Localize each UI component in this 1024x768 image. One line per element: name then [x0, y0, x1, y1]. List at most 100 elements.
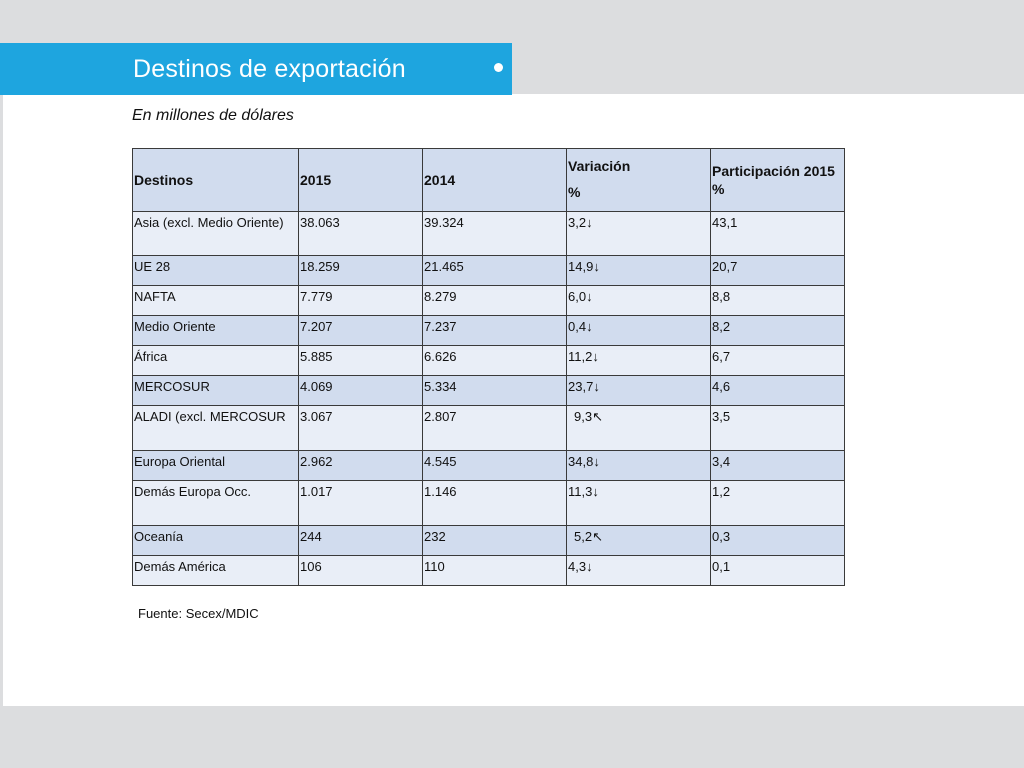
cell-variacion: 9,3↖: [566, 405, 711, 451]
cell-participacion: 8,8: [710, 285, 845, 316]
table-row: Demás Europa Occ. 1.017 1.146 11,3↓ 1,2: [132, 480, 845, 526]
cell-destino-text: MERCOSUR: [134, 379, 210, 394]
export-destinations-table: Destinos 2015 2014 Variación % Participa…: [132, 148, 845, 586]
cell-participacion-text: 6,7: [712, 349, 731, 364]
cell-participacion: 4,6: [710, 375, 845, 406]
cell-destino-text: Demás América: [134, 559, 226, 574]
cell-2015: 1.017: [298, 480, 423, 526]
cell-destino-text: ALADI (excl. MERCOSUR: [134, 409, 286, 424]
bullet-dot-icon: [494, 63, 503, 72]
cell-2015-text: 18.259: [300, 259, 340, 274]
cell-2014: 21.465: [422, 255, 567, 286]
cell-variacion: 3,2↓: [566, 211, 711, 256]
variation-value: 5,2: [574, 529, 593, 544]
cell-destino: Oceanía: [132, 525, 299, 556]
cell-2015: 7.207: [298, 315, 423, 346]
cell-2015-text: 7.207: [300, 319, 333, 334]
cell-2015-text: 106: [300, 559, 322, 574]
cell-2015: 38.063: [298, 211, 423, 256]
cell-2014: 1.146: [422, 480, 567, 526]
variation-value: 11,2: [568, 349, 593, 364]
variation-value: 6,0: [568, 289, 587, 304]
cell-variacion: 0,4↓: [566, 315, 711, 346]
cell-variacion: 34,8↓: [566, 450, 711, 481]
cell-participacion: 6,7: [710, 345, 845, 376]
cell-variacion: 11,2↓: [566, 345, 711, 376]
header-2014: 2014: [422, 148, 567, 212]
arrow-down-icon: ↓: [586, 215, 593, 230]
cell-2014-text: 39.324: [424, 215, 464, 230]
table-row: MERCOSUR 4.069 5.334 23,7↓ 4,6: [132, 375, 845, 406]
title-bar: [0, 43, 512, 95]
cell-destino: Demás Europa Occ.: [132, 480, 299, 526]
cell-variacion: 6,0↓: [566, 285, 711, 316]
variation-value: 11,3: [568, 484, 593, 499]
cell-2014-text: 5.334: [424, 379, 457, 394]
variation-value: 9,3: [574, 409, 593, 424]
cell-2014-text: 110: [424, 559, 445, 574]
arrow-up-left-icon: ↖: [592, 529, 603, 544]
cell-variacion: 4,3↓: [566, 555, 711, 586]
arrow-down-icon: ↓: [593, 454, 600, 469]
table-row: UE 28 18.259 21.465 14,9↓ 20,7: [132, 255, 845, 286]
cell-2014-text: 7.237: [424, 319, 457, 334]
arrow-down-icon: ↓: [592, 349, 599, 364]
cell-2015-text: 244: [300, 529, 322, 544]
header-destinos: Destinos: [132, 148, 299, 212]
source-note: Fuente: Secex/MDIC: [138, 606, 259, 621]
cell-participacion: 3,5: [710, 405, 845, 451]
cell-destino: África: [132, 345, 299, 376]
cell-2015-text: 3.067: [300, 409, 333, 424]
cell-variacion: 23,7↓: [566, 375, 711, 406]
cell-variacion: 5,2↖: [566, 525, 711, 556]
cell-2014: 6.626: [422, 345, 567, 376]
cell-participacion: 3,4: [710, 450, 845, 481]
table-row: Oceanía 244 232 5,2↖ 0,3: [132, 525, 845, 556]
cell-participacion: 0,1: [710, 555, 845, 586]
variation-value: 23,7: [568, 379, 594, 394]
cell-variacion: 14,9↓: [566, 255, 711, 286]
cell-destino: Medio Oriente: [132, 315, 299, 346]
table-row: NAFTA 7.779 8.279 6,0↓ 8,8: [132, 285, 845, 316]
page-title: Destinos de exportación: [133, 55, 406, 83]
header-variacion: Variación %: [566, 148, 711, 212]
cell-participacion-text: 3,5: [712, 409, 731, 424]
cell-2015-text: 1.017: [300, 484, 333, 499]
cell-participacion-text: 3,4: [712, 454, 731, 469]
cell-2015: 2.962: [298, 450, 423, 481]
cell-destino-text: NAFTA: [134, 289, 176, 304]
cell-2015: 106: [298, 555, 423, 586]
cell-2014-text: 2.807: [424, 409, 457, 424]
table-row: ALADI (excl. MERCOSUR 3.067 2.807 9,3↖ 3,5: [132, 405, 845, 451]
variation-value: 4,3: [568, 559, 587, 574]
cell-destino: Demás América: [132, 555, 299, 586]
cell-2014-text: 21.465: [424, 259, 464, 274]
table-row: Asia (excl. Medio Oriente) 38.063 39.324 3,…: [132, 211, 845, 256]
header-participacion: Participación 2015 %: [710, 148, 845, 212]
cell-2014: 4.545: [422, 450, 567, 481]
cell-destino-text: África: [134, 349, 168, 364]
cell-participacion: 43,1: [710, 211, 845, 256]
cell-variacion: 11,3↓: [566, 480, 711, 526]
table-header-row: Destinos 2015 2014 Variación % Participa…: [132, 148, 845, 212]
cell-participacion: 20,7: [710, 255, 845, 286]
cell-2014: 2.807: [422, 405, 567, 451]
cell-2014-text: 232: [424, 529, 446, 544]
cell-2015-text: 38.063: [300, 215, 340, 230]
cell-participacion-text: 0,3: [712, 529, 731, 544]
variation-value: 3,2: [568, 215, 587, 230]
arrow-down-icon: ↓: [593, 379, 600, 394]
cell-destino-text: Demás Europa Occ.: [134, 484, 252, 499]
cell-2015: 7.779: [298, 285, 423, 316]
cell-2014: 39.324: [422, 211, 567, 256]
cell-participacion-text: 43,1: [712, 215, 738, 230]
cell-2014: 5.334: [422, 375, 567, 406]
cell-2015-text: 4.069: [300, 379, 333, 394]
cell-2015: 4.069: [298, 375, 423, 406]
table-row: Demás América 106 110 4,3↓ 0,1: [132, 555, 845, 586]
cell-destino-text: Medio Oriente: [134, 319, 216, 334]
cell-2014-text: 8.279: [424, 289, 457, 304]
table-row: África 5.885 6.626 11,2↓ 6,7: [132, 345, 845, 376]
subtitle: En millones de dólares: [132, 107, 294, 124]
cell-2015: 18.259: [298, 255, 423, 286]
